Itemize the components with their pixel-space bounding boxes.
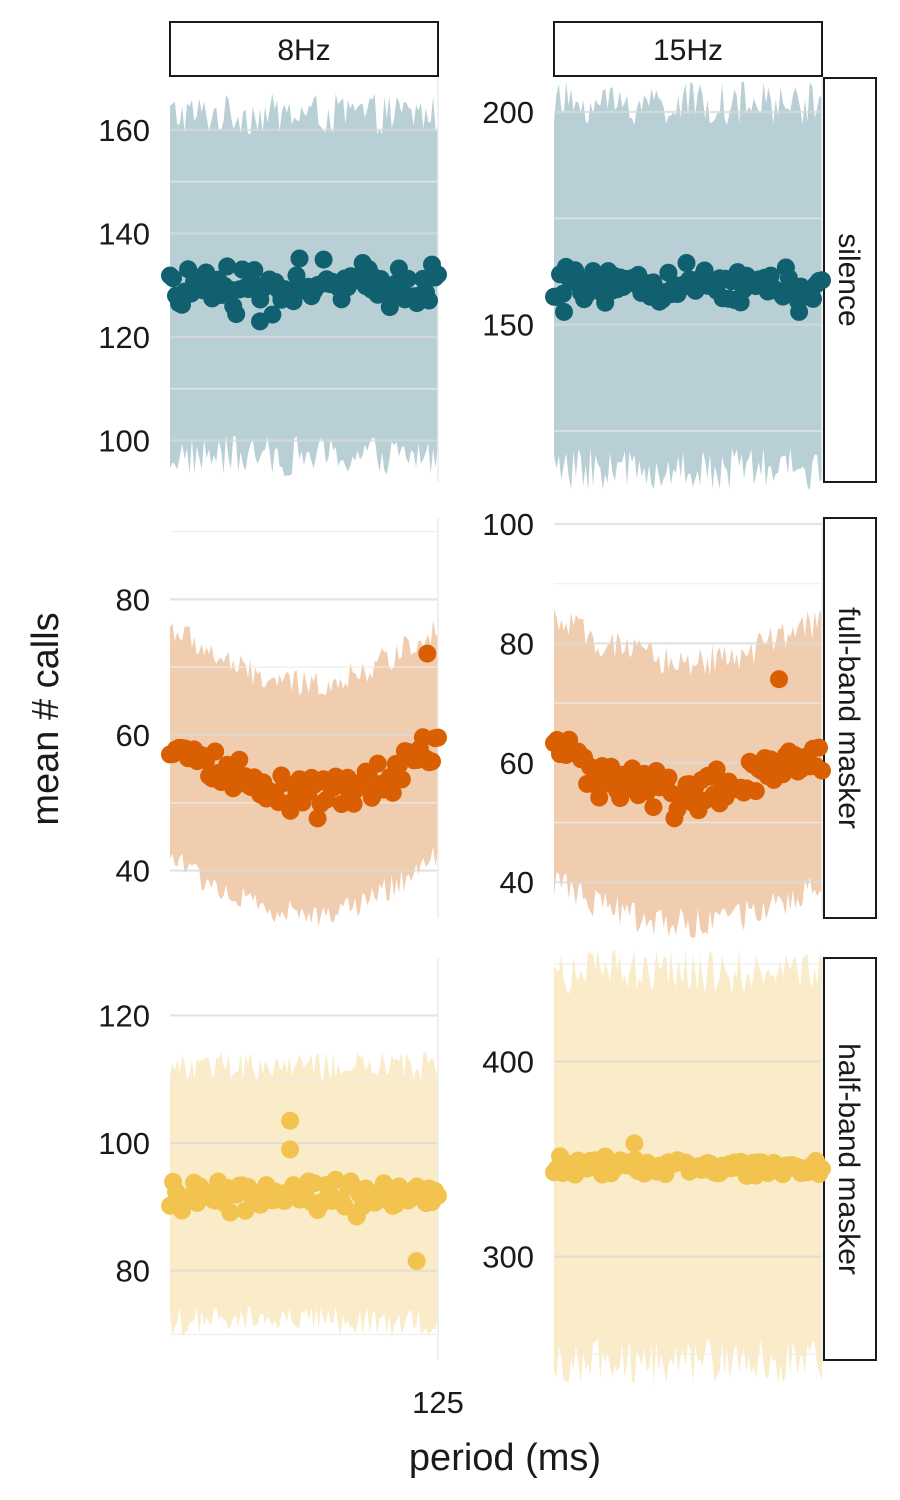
data-point — [383, 783, 402, 802]
panel-silence-15hz: 150 200 — [482, 78, 831, 491]
y-tick-label: 120 — [98, 998, 150, 1033]
data-point — [746, 782, 765, 801]
data-point — [644, 273, 663, 292]
data-point — [813, 271, 831, 290]
x-axis-title: period (ms) — [409, 1437, 601, 1479]
y-tick-label: 200 — [482, 95, 534, 130]
data-point — [625, 1134, 644, 1153]
data-point — [590, 788, 609, 807]
data-point — [707, 760, 726, 779]
facet-grid: 8Hz 15Hz silence full-band masker half-band … — [98, 21, 877, 1385]
y-tick-label: 80 — [116, 1254, 150, 1289]
y-tick-label: 100 — [98, 1126, 150, 1161]
y-tick-label: 300 — [482, 1240, 534, 1275]
data-point — [251, 312, 269, 331]
data-point — [423, 752, 441, 771]
data-point — [555, 302, 573, 321]
data-point — [429, 728, 447, 747]
panel-full-band-masker-15hz: 40 60 80 100 — [482, 507, 831, 938]
y-tick-label: 100 — [98, 424, 150, 459]
panel-half-band-masker-8hz: 80 100 120 — [98, 958, 447, 1360]
data-point — [374, 1174, 393, 1193]
data-point — [644, 798, 663, 817]
y-tick-label: 120 — [98, 320, 150, 355]
data-point — [230, 750, 249, 769]
strip-label-silence: silence — [832, 233, 865, 326]
panel-full-band-masker-8hz: 40 60 80 — [116, 518, 447, 927]
data-point — [770, 670, 788, 689]
data-point — [221, 1203, 240, 1222]
strip-box-silence — [823, 77, 877, 483]
data-point — [218, 257, 237, 276]
y-tick-label: 150 — [482, 308, 534, 343]
data-point — [164, 269, 182, 288]
strip-box-half-band-masker — [823, 957, 877, 1361]
data-point — [314, 250, 333, 269]
data-point — [290, 249, 309, 268]
data-point — [335, 1197, 354, 1216]
data-point — [659, 768, 678, 787]
panel-silence-8hz: 100 120 140 160 — [98, 78, 447, 482]
panel-half-band-masker-15hz: 300 400 — [482, 948, 831, 1385]
ribbon-band — [554, 608, 822, 938]
data-point — [281, 1111, 300, 1130]
data-point — [810, 738, 828, 757]
data-point — [245, 261, 264, 280]
data-point — [804, 289, 822, 308]
data-point — [813, 1159, 831, 1178]
data-point — [368, 754, 387, 773]
y-axis-title: mean # calls — [25, 612, 67, 825]
data-point — [275, 773, 294, 792]
y-tick-label: 160 — [98, 113, 150, 148]
data-point — [407, 1252, 426, 1271]
data-point — [790, 302, 809, 321]
y-tick-label: 40 — [500, 865, 534, 900]
data-point — [308, 809, 327, 828]
y-tick-label: 60 — [500, 746, 534, 781]
data-point — [677, 254, 696, 272]
y-tick-label: 60 — [116, 718, 150, 753]
data-point — [813, 761, 831, 780]
y-tick-label: 400 — [482, 1044, 534, 1079]
strip-label-8hz: 8Hz — [277, 34, 330, 67]
x-tick-label: 125 — [412, 1385, 464, 1420]
y-tick-label: 140 — [98, 216, 150, 251]
strip-box-15hz — [553, 21, 823, 77]
data-point — [429, 265, 447, 284]
data-point — [344, 794, 363, 813]
data-point — [418, 644, 437, 663]
strip-label-full-band-masker: full-band masker — [832, 607, 865, 829]
data-point — [281, 1140, 300, 1159]
data-point — [398, 269, 417, 288]
y-tick-label: 40 — [116, 854, 150, 889]
data-point — [227, 305, 246, 324]
strip-label-15hz: 15Hz — [653, 34, 723, 67]
y-tick-label: 100 — [482, 507, 534, 542]
data-point — [392, 770, 411, 789]
y-tick-label: 80 — [116, 582, 150, 617]
data-point — [420, 291, 438, 310]
y-tick-label: 80 — [500, 626, 534, 661]
strip-box-8hz — [169, 21, 439, 77]
strip-box-full-band-masker — [823, 517, 877, 919]
strip-label-half-band-masker: half-band masker — [832, 1043, 865, 1275]
data-point — [206, 742, 225, 761]
data-point — [429, 1186, 447, 1205]
